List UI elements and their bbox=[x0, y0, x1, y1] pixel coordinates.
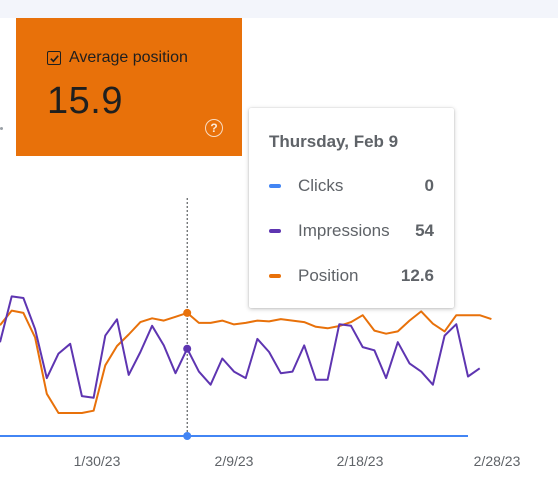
average-position-card[interactable]: Average position 15.9 ? bbox=[16, 18, 242, 156]
tooltip-row-value: 54 bbox=[415, 221, 434, 240]
x-tick-label: 2/18/23 bbox=[336, 453, 384, 469]
check-icon bbox=[49, 54, 59, 62]
impressions-series-line bbox=[0, 295, 481, 399]
x-tick-label: 2/28/23 bbox=[473, 453, 521, 469]
clicks-hover-point bbox=[183, 432, 192, 440]
tooltip-row-impressions: Impressions 54 bbox=[269, 220, 434, 242]
tooltip-row-name: Clicks bbox=[298, 176, 344, 195]
metric-value: 15.9 bbox=[47, 80, 123, 122]
x-tick-label: 2/9/23 bbox=[214, 453, 254, 469]
tooltip-row-name: Impressions bbox=[298, 221, 390, 240]
tooltip-row-clicks: Clicks 0 bbox=[269, 175, 434, 197]
tooltip-row-name: Position bbox=[298, 266, 359, 285]
chart-tooltip: Thursday, Feb 9 Clicks 0 Impressions 54 … bbox=[249, 108, 454, 308]
position-series-line bbox=[0, 309, 492, 414]
tooltip-row-position: Position 12.6 bbox=[269, 265, 434, 287]
card-edge-dot bbox=[0, 127, 3, 130]
impressions-swatch bbox=[269, 229, 281, 233]
position-hover-point bbox=[183, 308, 192, 317]
top-bar bbox=[0, 0, 558, 18]
average-position-checkbox[interactable] bbox=[47, 51, 61, 65]
tooltip-date: Thursday, Feb 9 bbox=[269, 132, 399, 151]
clicks-swatch bbox=[269, 184, 281, 188]
metric-header: Average position bbox=[47, 49, 188, 67]
impressions-hover-point bbox=[183, 344, 192, 353]
tooltip-row-value: 0 bbox=[424, 176, 434, 195]
position-swatch bbox=[269, 274, 281, 278]
metric-label: Average position bbox=[69, 49, 188, 66]
question-circle-icon[interactable]: ? bbox=[205, 119, 223, 137]
x-tick-label: 1/30/23 bbox=[73, 453, 121, 469]
tooltip-row-value: 12.6 bbox=[400, 266, 434, 285]
